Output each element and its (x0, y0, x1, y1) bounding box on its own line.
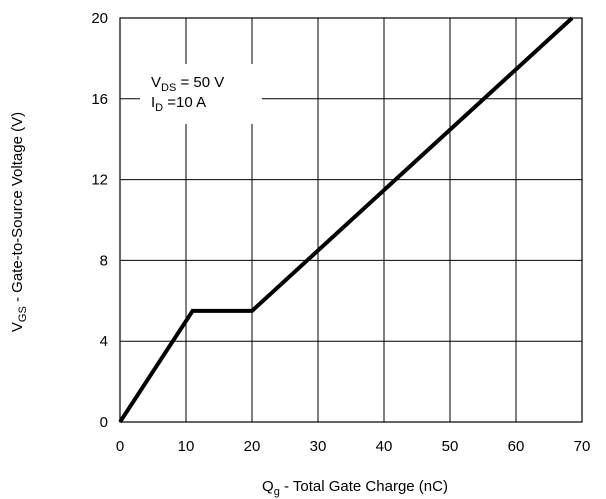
x-tick-labels: 0 10 20 30 40 50 60 70 (116, 438, 591, 455)
y-axis-title-rest: - Gate-to-Source Voltage (V) (9, 112, 26, 306)
annotation-vds-sub: DS (161, 82, 176, 94)
plot-frame (119, 17, 583, 423)
x-tick-label: 70 (574, 438, 591, 455)
y-tick-label: 8 (100, 252, 108, 269)
y-tick-labels: 0 4 8 12 16 20 (91, 10, 108, 431)
y-axis-title: VGS - Gate-to-Source Voltage (V) (9, 112, 29, 332)
x-axis-title: Qg - Total Gate Charge (nC) (262, 478, 448, 498)
data-series (118, 16, 574, 424)
x-axis-title-rest: - Total Gate Charge (nC) (280, 478, 448, 495)
annotation-id-rest: =10 A (163, 94, 206, 111)
y-axis-title-sub: GS (17, 306, 29, 322)
x-tick-label: 60 (508, 438, 525, 455)
annotation-id: ID =10 A (151, 94, 206, 114)
annotation-vds-main: V (151, 74, 161, 91)
annotation-vds: VDS = 50 V (151, 74, 224, 94)
annotation-id-main: I (151, 94, 155, 111)
y-tick-label: 12 (91, 172, 108, 189)
y-axis-title-main: V (9, 322, 26, 332)
annotation-vds-rest: = 50 V (176, 74, 224, 91)
annotation-id-sub: D (155, 102, 163, 114)
annotation-box (140, 64, 262, 124)
x-tick-label: 0 (116, 438, 124, 455)
y-tick-label: 0 (100, 414, 108, 431)
x-tick-label: 10 (178, 438, 195, 455)
y-tick-label: 4 (100, 333, 108, 350)
x-axis-title-main: Q (262, 478, 274, 495)
x-tick-label: 40 (376, 438, 393, 455)
y-tick-label: 16 (91, 91, 108, 108)
vgs-curve-line-0 (118, 16, 574, 424)
x-tick-label: 50 (442, 438, 459, 455)
x-tick-label: 20 (244, 438, 261, 455)
x-tick-label: 30 (310, 438, 327, 455)
x-axis-title-sub: g (274, 486, 280, 498)
y-tick-label: 20 (91, 10, 108, 27)
